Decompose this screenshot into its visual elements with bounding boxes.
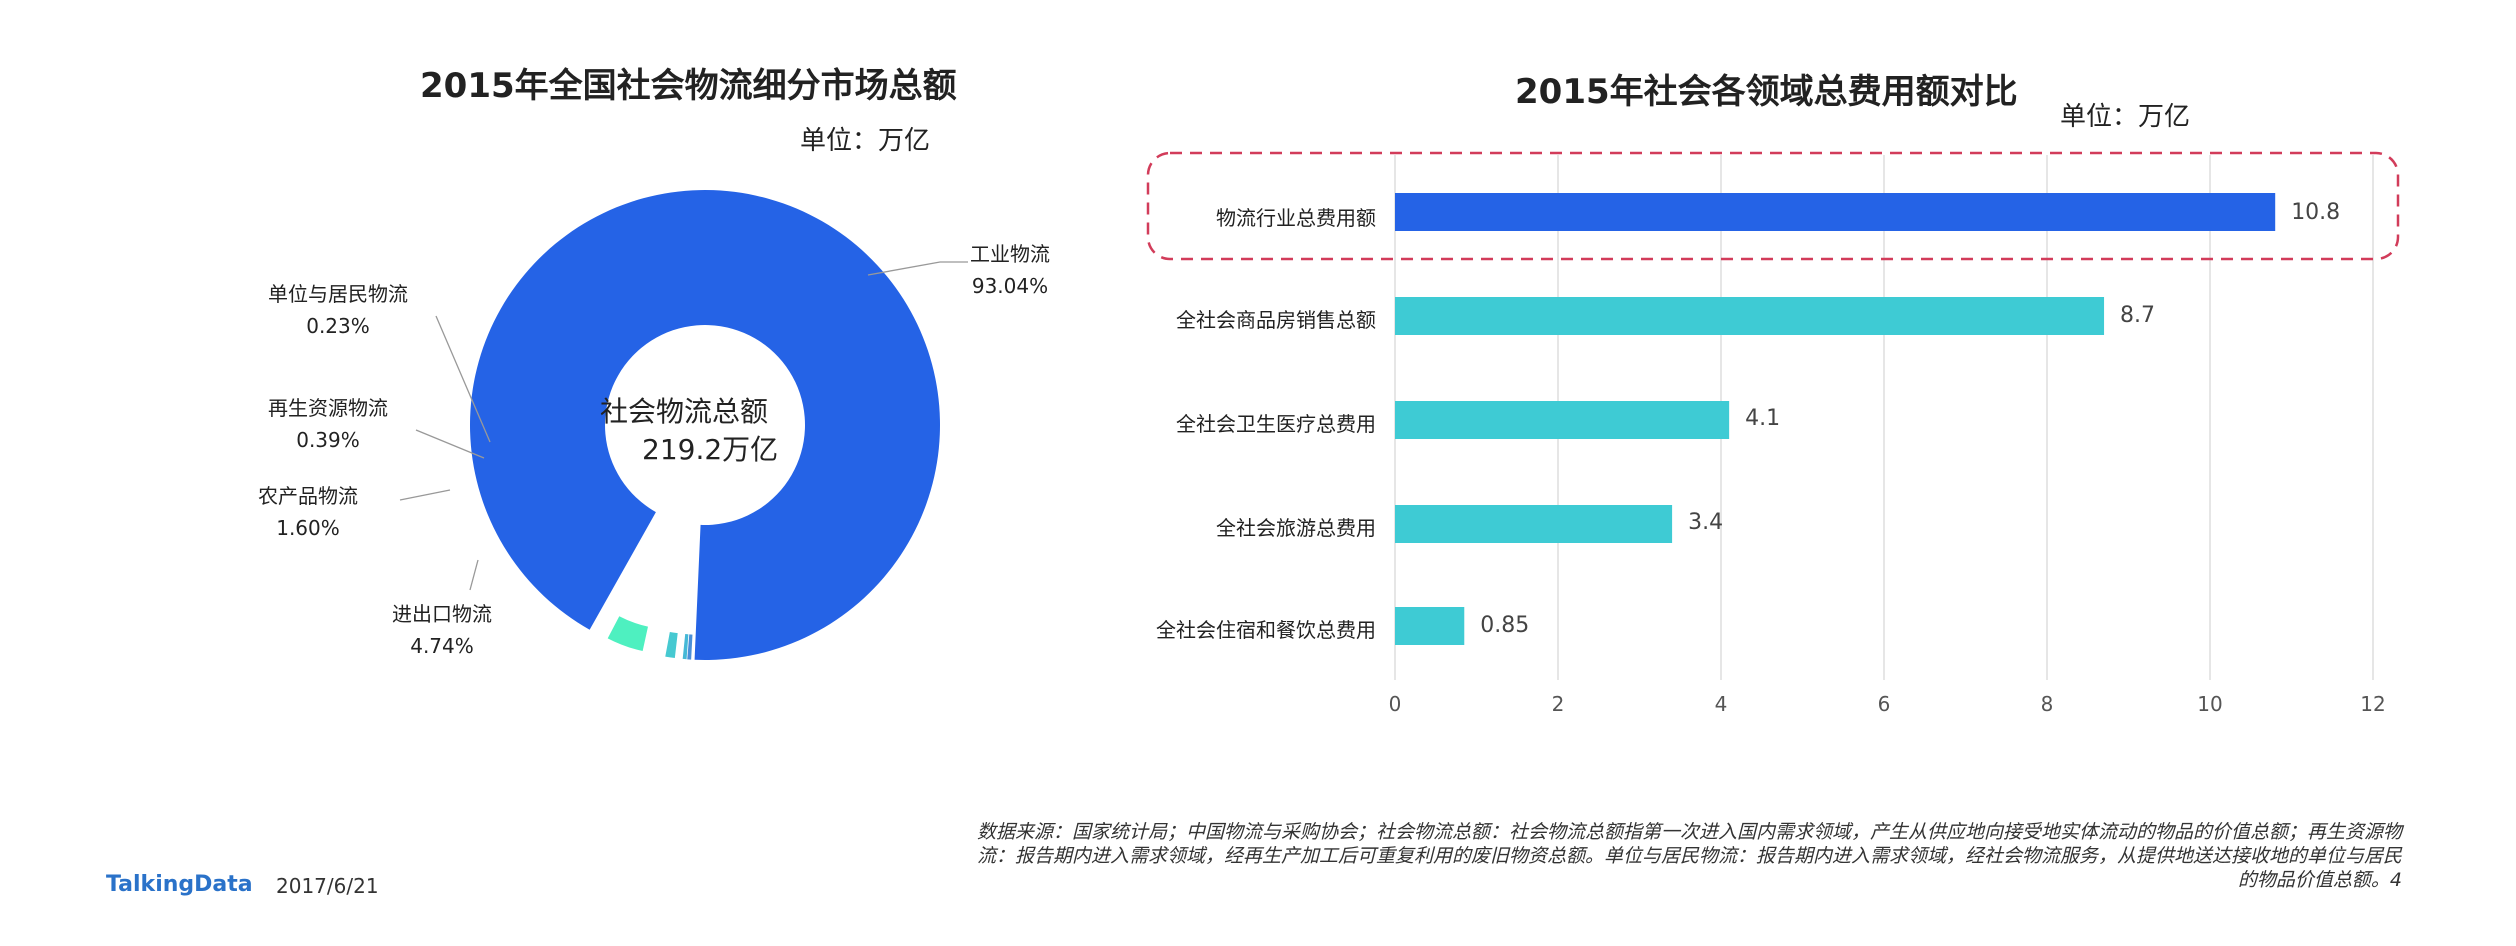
bar-value-label: 0.85 (1480, 613, 1530, 638)
pie-label-name: 再生资源物流 (268, 396, 388, 420)
pie-label-value: 93.04% (971, 274, 1049, 298)
pie-label-value: 1.60% (276, 516, 340, 540)
pie-chart (399, 190, 968, 660)
leader-line (867, 261, 968, 276)
bar-value-label: 4.1 (1745, 406, 1781, 431)
footer-date: 2017/6/21 (276, 874, 379, 898)
x-tick-label: 10 (2197, 692, 2223, 716)
slice-agri (665, 632, 678, 659)
x-tick-label: 6 (1877, 692, 1891, 716)
page-number: 4 (2389, 869, 2402, 891)
bar-chart-unit: 单位：万亿 (2060, 102, 2191, 132)
bar-category-label: 全社会商品房销售总额 (1176, 308, 1376, 332)
pie-label-value: 0.39% (296, 428, 360, 452)
pie-chart-title: 2015年全国社会物流细分市场总额 (420, 66, 957, 106)
pie-center-label: 社会物流总额 (600, 395, 769, 428)
x-tick-label: 0 (1388, 692, 1402, 716)
bar-chart (1146, 151, 2400, 680)
bar (1395, 505, 1673, 543)
pie-label-agri: 农产品物流 1.60% (258, 480, 358, 544)
bar (1395, 401, 1730, 439)
pie-label-value: 0.23% (306, 314, 370, 338)
bar (1395, 297, 2105, 335)
bar-category-label: 全社会旅游总费用 (1216, 516, 1376, 540)
highlight-box (1146, 151, 2400, 261)
pie-label-industrial: 工业物流 93.04% (970, 238, 1050, 302)
logo: TalkingData (106, 872, 253, 897)
pie-label-name: 农产品物流 (258, 484, 358, 508)
pie-label-name: 单位与居民物流 (268, 282, 408, 306)
pie-label-resident: 单位与居民物流 0.23% (268, 278, 408, 342)
bar-category-label: 全社会住宿和餐饮总费用 (1156, 618, 1376, 642)
bar (1395, 193, 2276, 231)
leader-line (415, 429, 485, 459)
slice-resident (687, 634, 693, 660)
x-tick-label: 2 (1551, 692, 1565, 716)
leader-line (435, 315, 491, 443)
x-tick-label: 8 (2040, 692, 2054, 716)
pie-label-name: 工业物流 (970, 242, 1050, 266)
slice-recycle (682, 634, 689, 660)
x-tick-label: 12 (2360, 692, 2386, 716)
pie-label-recycle: 再生资源物流 0.39% (268, 392, 388, 456)
bar-chart-title: 2015年社会各领域总费用额对比 (1515, 72, 2018, 112)
bar-value-label: 10.8 (2291, 200, 2341, 225)
bar (1395, 607, 1465, 645)
source-note: 数据来源：国家统计局；中国物流与采购协会；社会物流总额：社会物流总额指第一次进入… (962, 820, 2402, 892)
pie-label-import-export: 进出口物流 4.74% (392, 598, 492, 662)
pie-center-value: 219.2万亿 (642, 433, 779, 466)
x-tick-label: 4 (1714, 692, 1728, 716)
bar-category-label: 物流行业总费用额 (1216, 206, 1376, 230)
pie-label-value: 4.74% (410, 634, 474, 658)
leader-line (469, 559, 479, 591)
leader-line (399, 489, 451, 501)
slice-industrial (470, 190, 940, 660)
bar-value-label: 3.4 (1688, 510, 1724, 535)
slice-import-export (607, 616, 648, 652)
source-text: 数据来源：国家统计局；中国物流与采购协会；社会物流总额：社会物流总额指第一次进入… (976, 821, 2402, 891)
pie-chart-unit: 单位：万亿 (800, 126, 931, 156)
bar-category-label: 全社会卫生医疗总费用 (1176, 412, 1376, 436)
pie-label-name: 进出口物流 (392, 602, 492, 626)
bar-value-label: 8.7 (2120, 303, 2156, 328)
